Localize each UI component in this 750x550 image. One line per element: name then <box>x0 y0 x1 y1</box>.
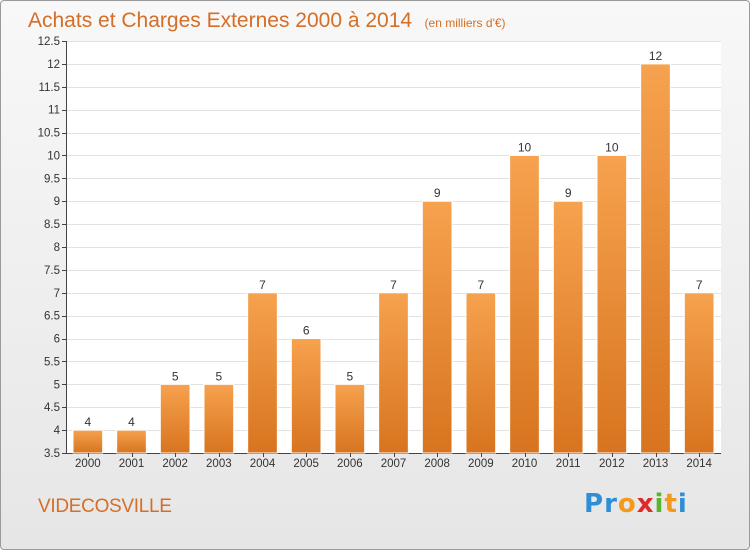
x-tick-label: 2010 <box>512 458 538 470</box>
bar-value-label: 7 <box>390 278 397 292</box>
bar <box>465 292 497 454</box>
bar-value-label: 6 <box>303 324 310 338</box>
y-tick-label: 9 <box>54 196 60 208</box>
x-tick-label: 2014 <box>686 458 712 470</box>
y-tick-label: 12.5 <box>38 36 60 48</box>
y-tick-label: 7 <box>54 288 60 300</box>
bar-value-label: 4 <box>128 415 135 429</box>
logo-letter: o <box>617 489 637 519</box>
logo-letter: x <box>636 489 655 519</box>
y-tick-label: 10 <box>47 150 60 162</box>
logo-letter: P <box>584 489 605 519</box>
bar <box>203 383 235 454</box>
bar <box>509 154 540 454</box>
y-tick-label: 10.5 <box>38 128 60 140</box>
bar-value-label: 7 <box>696 278 703 292</box>
x-tick-label: 2002 <box>162 458 188 470</box>
bar <box>596 154 628 454</box>
x-tick-label: 2009 <box>468 458 494 470</box>
y-tick-label: 8.5 <box>44 219 60 231</box>
bar <box>247 292 278 454</box>
bar-value-label: 9 <box>434 186 441 200</box>
bar-value-label: 12 <box>649 49 663 63</box>
logo-letter: r <box>604 489 618 519</box>
bar-value-label: 5 <box>346 369 353 383</box>
y-tick-label: 5 <box>54 379 60 391</box>
y-tick-label: 4 <box>54 425 61 437</box>
bar-value-label: 7 <box>259 278 266 292</box>
x-tick-label: 2003 <box>206 458 232 470</box>
bar <box>552 200 584 454</box>
y-tick-label: 6 <box>54 334 60 346</box>
logo-letter: i <box>654 489 665 519</box>
bar <box>290 338 322 454</box>
x-tick-label: 2007 <box>381 458 407 470</box>
x-tick-label: 2000 <box>75 458 101 470</box>
bar-value-label: 4 <box>84 415 91 429</box>
bar <box>378 292 409 454</box>
bar-value-label: 5 <box>215 369 222 383</box>
bar-value-label: 7 <box>477 278 484 292</box>
commune-name: VIDECOSVILLE <box>38 496 172 517</box>
bar-value-label: 10 <box>605 140 619 154</box>
bar <box>421 200 453 454</box>
bar <box>72 429 104 454</box>
x-tick-label: 2012 <box>599 458 625 470</box>
x-tick-label: 2013 <box>643 458 669 470</box>
bar-value-label: 9 <box>565 186 572 200</box>
x-tick-label: 2001 <box>119 458 145 470</box>
logo-letter: i <box>677 489 688 519</box>
bar-value-label: 10 <box>518 140 532 154</box>
bar <box>640 63 671 454</box>
y-tick-label: 11.5 <box>38 82 60 94</box>
bar <box>683 292 715 454</box>
y-tick-label: 5.5 <box>44 356 60 368</box>
y-tick-label: 7.5 <box>44 265 60 277</box>
logo-letter: t <box>664 489 678 519</box>
y-tick-label: 11 <box>48 105 60 117</box>
bar <box>116 429 147 454</box>
x-tick-label: 2008 <box>424 458 450 470</box>
y-tick-label: 12 <box>47 59 60 71</box>
y-tick-label: 9.5 <box>44 173 60 185</box>
y-tick-label: 4.5 <box>44 402 60 414</box>
x-tick-label: 2004 <box>250 458 276 470</box>
x-tick-label: 2005 <box>293 458 319 470</box>
chart-title-text: Achats et Charges Externes 2000 à 2014 <box>28 9 413 32</box>
proxiti-logo: Proxiti <box>584 489 688 519</box>
y-tick-label: 6.5 <box>44 311 60 323</box>
x-tick-label: 2006 <box>337 458 363 470</box>
y-tick-label: 3.5 <box>44 448 60 460</box>
bar-value-label: 5 <box>172 369 179 383</box>
bar <box>334 383 366 454</box>
y-tick-label: 8 <box>54 242 60 254</box>
chart-title: Achats et Charges Externes 2000 à 2014 (… <box>28 9 506 33</box>
x-tick-label: 2011 <box>556 458 581 470</box>
chart-unit: (en milliers d'€) <box>424 16 506 30</box>
bar <box>159 383 191 454</box>
